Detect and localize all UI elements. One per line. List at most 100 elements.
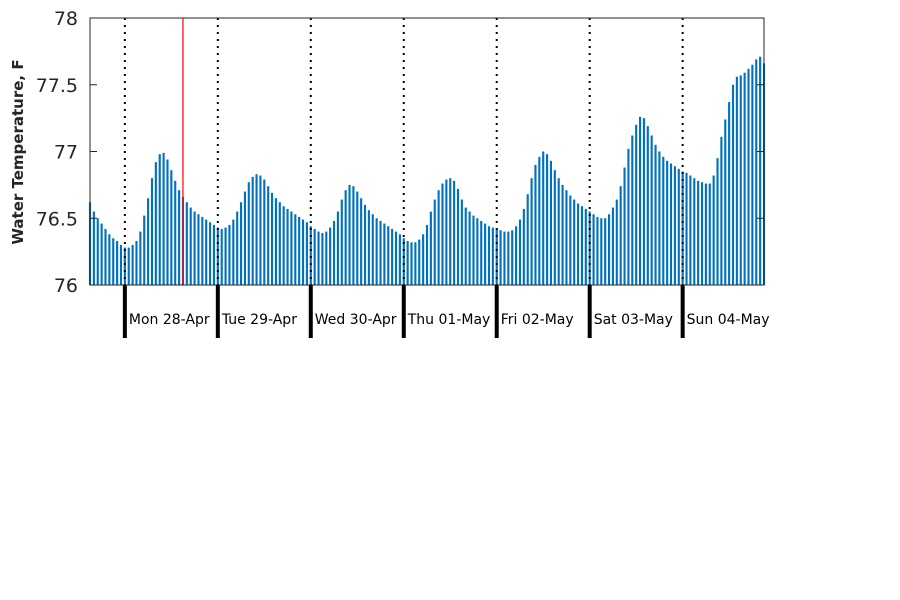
bar	[212, 224, 216, 285]
day-label: Mon 28-Apr	[129, 312, 210, 328]
bar	[394, 231, 398, 285]
bar	[453, 180, 456, 285]
bar	[666, 160, 669, 285]
bar	[317, 231, 320, 285]
bar	[557, 178, 560, 285]
bar	[747, 68, 750, 285]
bar	[751, 64, 754, 285]
bar	[147, 198, 150, 285]
bar	[627, 148, 630, 285]
bar	[352, 186, 355, 285]
bar	[360, 198, 363, 285]
bar	[546, 154, 549, 285]
bar	[127, 247, 130, 285]
bar	[243, 191, 247, 285]
bar	[604, 218, 607, 285]
bar	[135, 240, 138, 285]
day-label: Sat 03-May	[594, 312, 673, 328]
bar	[472, 215, 475, 285]
bar	[565, 190, 568, 285]
bar	[414, 242, 417, 285]
bar	[735, 76, 738, 286]
bar	[592, 214, 595, 285]
bar	[549, 160, 553, 285]
bar	[720, 136, 723, 285]
bar	[406, 240, 409, 285]
bar	[530, 178, 533, 285]
y-tick-label: 77	[54, 142, 78, 164]
bar	[677, 168, 680, 285]
y-axis-ticks: 76 76.5 77 77.5 78	[36, 8, 764, 297]
bar	[154, 162, 157, 285]
bar	[716, 158, 719, 285]
bar	[484, 223, 487, 285]
bar	[499, 230, 502, 285]
bar	[596, 216, 599, 285]
bar	[410, 242, 413, 285]
bar	[108, 234, 111, 285]
y-axis-label: Water Temperature, F	[9, 59, 27, 244]
bar	[669, 163, 673, 285]
bar	[658, 151, 661, 285]
bar	[294, 214, 297, 285]
bar	[367, 210, 370, 285]
bar	[224, 227, 227, 285]
bar	[313, 228, 316, 285]
bar	[418, 239, 421, 285]
bar	[379, 220, 382, 285]
bar	[673, 166, 676, 285]
bar	[445, 179, 448, 285]
bar	[197, 214, 200, 285]
bar	[189, 207, 192, 285]
bar	[340, 199, 343, 285]
bar	[456, 188, 460, 285]
bar	[437, 190, 440, 285]
bar	[100, 223, 103, 285]
bar	[259, 175, 262, 285]
bar	[425, 224, 429, 285]
bar	[228, 224, 231, 285]
bar	[398, 234, 401, 285]
bar	[449, 178, 452, 285]
day-label: Sun 04-May	[687, 312, 770, 328]
bar	[685, 172, 688, 285]
bar	[646, 126, 649, 285]
bar	[123, 247, 126, 285]
bar	[383, 223, 386, 285]
bar	[363, 204, 367, 285]
bar	[170, 170, 173, 285]
bar	[251, 176, 254, 285]
bar	[689, 175, 692, 285]
bar	[441, 183, 444, 285]
bar	[693, 178, 696, 285]
bar	[96, 218, 99, 285]
day-label: Fri 02-May	[501, 312, 574, 328]
bar	[104, 228, 107, 285]
bar	[116, 240, 119, 285]
bar	[332, 220, 336, 285]
bar	[697, 180, 700, 285]
bar	[503, 231, 506, 285]
bar	[491, 227, 494, 285]
bar	[460, 199, 463, 285]
bar	[232, 219, 235, 285]
bar	[515, 226, 518, 285]
bar	[487, 226, 491, 285]
bar	[662, 156, 665, 285]
bar	[282, 206, 285, 285]
bar	[329, 227, 332, 285]
bar	[623, 167, 626, 285]
bar	[526, 194, 529, 285]
bar	[267, 186, 270, 285]
bar	[650, 135, 653, 285]
bar	[92, 211, 95, 285]
bar	[344, 190, 347, 285]
bar	[712, 175, 715, 285]
bar	[569, 195, 572, 285]
bar	[619, 186, 622, 285]
bar	[375, 218, 378, 285]
bar	[433, 199, 436, 285]
bar	[131, 244, 134, 285]
